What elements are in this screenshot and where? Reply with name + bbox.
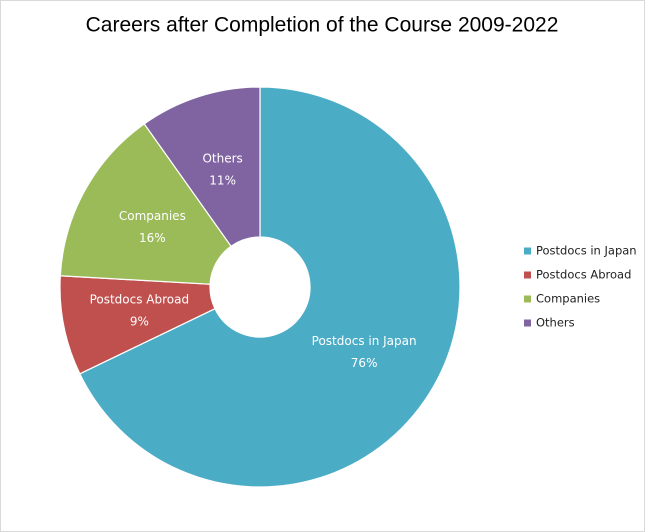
donut-slice [59, 123, 232, 285]
slice-category-label: Postdocs Abroad [90, 292, 190, 306]
slice-value-label: 9% [130, 314, 149, 328]
legend-swatch [524, 319, 531, 327]
legend-label: Postdocs Abroad [536, 268, 631, 282]
donut-slice [143, 86, 261, 248]
slice-category-label: Postdocs in Japan [312, 334, 417, 348]
donut-slice [79, 86, 461, 488]
slice-category-label: Companies [119, 209, 186, 223]
slice-value-label: 16% [139, 231, 166, 245]
slice-value-label: 11% [209, 173, 236, 187]
legend-label: Postdocs in Japan [536, 244, 637, 258]
legend-swatch [524, 247, 531, 255]
legend-swatch [524, 271, 531, 279]
legend-label: Companies [536, 292, 600, 306]
legend-label: Others [536, 316, 575, 330]
slice-value-label: 76% [351, 356, 378, 370]
legend-swatch [524, 295, 531, 303]
chart-title: Careers after Completion of the Course 2… [86, 14, 559, 37]
slice-category-label: Others [202, 151, 242, 165]
